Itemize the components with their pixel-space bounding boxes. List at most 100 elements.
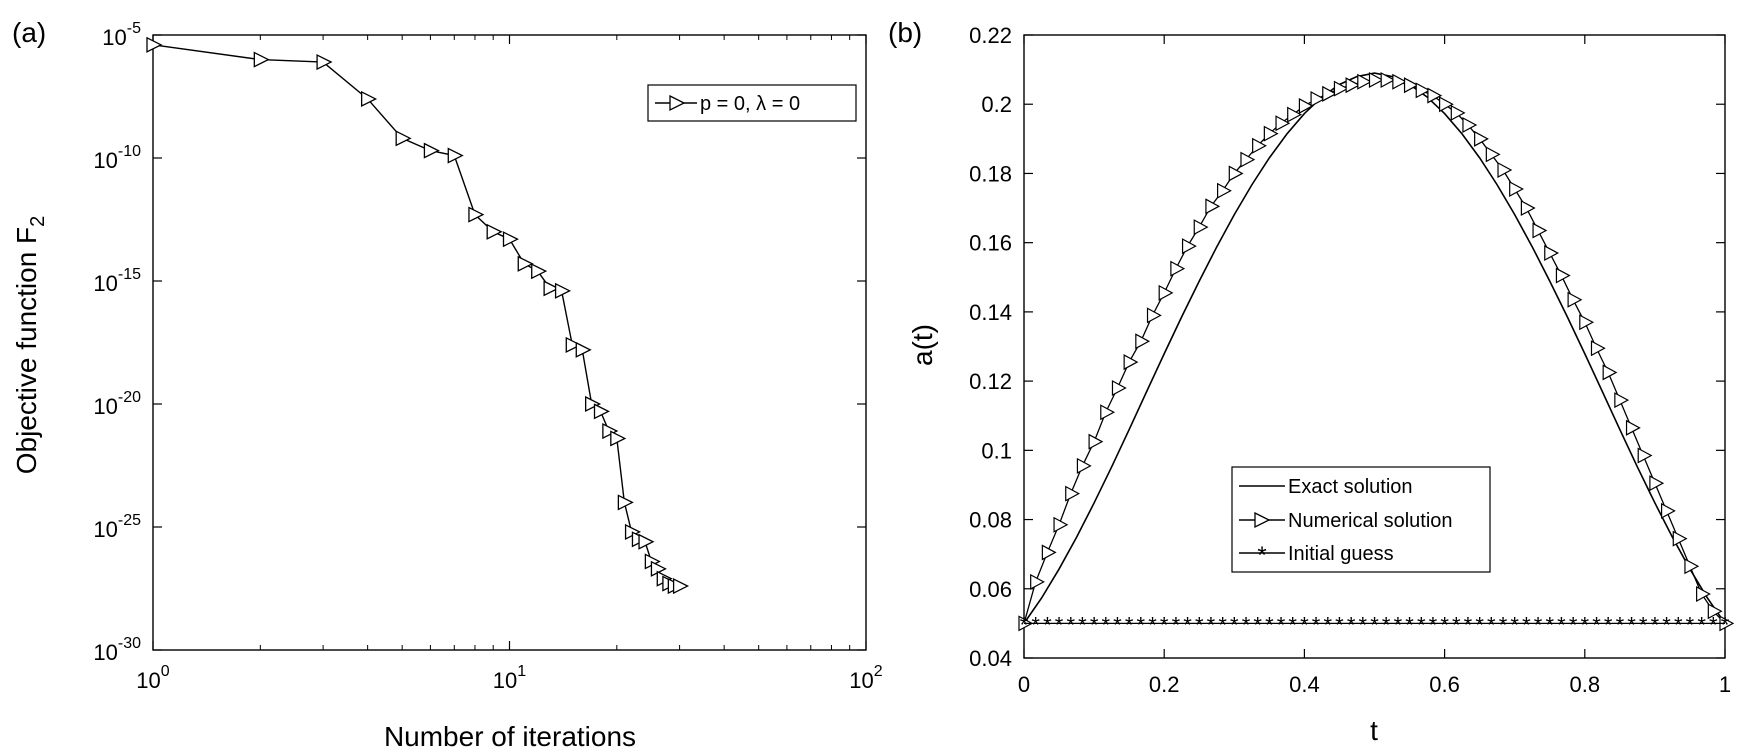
chart-b-numerical-point	[1310, 91, 1326, 108]
chart-b-initial-point: *	[1557, 612, 1566, 637]
chart-b-numerical-point	[1532, 222, 1548, 239]
chart-b-numerical-point	[1579, 314, 1595, 331]
chart-b-numerical-point	[1520, 200, 1536, 217]
chart-b-initial-point: *	[1242, 612, 1251, 637]
chart-b-y-tick-label: 0.22	[969, 23, 1012, 48]
chart-b-initial-point: *	[1639, 612, 1648, 637]
chart-b-numerical-point	[1322, 85, 1338, 102]
chart-a-y-tick-label: 10-25	[93, 512, 141, 542]
chart-a-point	[554, 282, 572, 299]
chart-b-initial-point: *	[1452, 612, 1461, 637]
chart-b-initial-point: *	[1031, 612, 1040, 637]
chart-b-x-tick-label: 0.6	[1429, 672, 1460, 697]
chart-b-initial-point: *	[1078, 612, 1087, 637]
chart-b-numerical-point	[1065, 485, 1080, 502]
chart-b-y-tick-label: 0.14	[969, 300, 1012, 325]
chart-b-initial-point: *	[1604, 612, 1613, 637]
chart-b-initial-point: *	[1464, 612, 1473, 637]
chart-b-y-tick-label: 0.04	[969, 646, 1012, 671]
chart-b-initial-point: *	[1522, 612, 1531, 637]
chart-b-initial-point: *	[1312, 612, 1321, 637]
chart-b-numerical-point	[1333, 80, 1349, 97]
chart-a-point	[565, 336, 582, 354]
chart-b-numerical-point	[1298, 97, 1314, 114]
chart-b-initial-point: *	[1183, 612, 1192, 637]
chart-a-point	[593, 403, 610, 420]
chart-b-initial-point: *	[1090, 612, 1099, 637]
chart-a-x-tick-label: 101	[493, 663, 526, 693]
chart-b-initial-point: *	[1616, 612, 1625, 637]
chart-b-numerical-point	[1392, 73, 1408, 90]
chart-b-numerical-point	[1696, 585, 1711, 602]
chart-b-numerical-point	[1415, 82, 1431, 99]
chart-b-numerical-point	[1205, 198, 1221, 215]
chart-b-numerical-point	[1076, 457, 1092, 474]
chart-b-initial-point: *	[1487, 612, 1496, 637]
chart-b-initial-point: *	[1697, 612, 1706, 637]
chart-a-point	[585, 395, 602, 413]
chart-b-initial-point: *	[1534, 612, 1543, 637]
chart-a-point	[610, 430, 627, 447]
chart-b-initial-point: *	[1721, 612, 1730, 637]
chart-a-point	[531, 263, 548, 280]
chart-a-point	[543, 280, 560, 297]
chart-b-initial-point: *	[1662, 612, 1671, 637]
chart-b-numerical-point	[1041, 544, 1057, 561]
chart-b-numerical-point	[1403, 77, 1419, 94]
chart-b-numerical-point	[1462, 116, 1478, 133]
chart-a-point	[638, 533, 655, 550]
chart-a-y-tick-label: 10-30	[93, 635, 141, 665]
chart-b-x-tick-label: 0.2	[1149, 672, 1180, 697]
chart-a-point	[502, 231, 519, 248]
chart-b-numerical-point	[1100, 404, 1116, 421]
chart-b-numerical-point	[1170, 260, 1186, 277]
chart-b-initial-point: *	[1359, 612, 1368, 637]
chart-b-x-tick-label: 0.8	[1570, 672, 1601, 697]
chart-b-numerical-point	[1030, 573, 1045, 590]
chart-b-numerical-point	[1135, 333, 1151, 350]
chart-a-point	[395, 130, 412, 147]
chart-b-y-tick-label: 0.1	[981, 438, 1012, 463]
chart-b-numerical-point	[1614, 392, 1630, 409]
chart-b-x-tick-label: 0	[1018, 672, 1030, 697]
chart-b-initial-point: *	[1651, 612, 1660, 637]
chart-b-initial-point: *	[1102, 612, 1111, 637]
chart-b-numerical-point	[1497, 161, 1513, 178]
chart-b-numerical-point	[1217, 182, 1232, 199]
chart-b-initial-point: *	[1253, 612, 1262, 637]
chart-b-initial-point: *	[1429, 612, 1438, 637]
chart-b-numerical-point	[1684, 558, 1700, 575]
chart-b-initial-point: *	[1113, 612, 1122, 637]
chart-b-numerical-point	[1590, 340, 1606, 357]
chart-b-numerical-point	[1450, 104, 1466, 121]
chart-b-initial-point: *	[1148, 612, 1157, 637]
chart-b-numerical-point	[1660, 502, 1676, 519]
chart-b-numerical-point	[1380, 71, 1396, 88]
chart-b-initial-point: *	[1066, 612, 1075, 637]
chart-b-numerical-point	[1053, 516, 1069, 533]
chart-b-numerical-point	[1602, 364, 1618, 381]
chart-a-legend-label: p = 0, λ = 0	[700, 93, 800, 115]
chart-b-numerical-point	[1649, 475, 1665, 492]
chart-b-numerical-point	[1427, 87, 1443, 104]
chart-b-y-tick-label: 0.16	[969, 231, 1012, 256]
chart-a-point	[316, 54, 333, 71]
chart-a-y-axis-label: Objective function F2	[11, 216, 49, 475]
chart-b-initial-point: *	[1394, 612, 1403, 637]
chart-b-initial-point: *	[1347, 612, 1356, 637]
chart-b-legend-numerical: Numerical solution	[1288, 510, 1453, 532]
chart-b-y-tick-label: 0.08	[969, 508, 1012, 533]
chart-a-x-axis-label: Number of iterations	[384, 721, 636, 752]
chart-b-initial-point: *	[1277, 612, 1286, 637]
chart-b-initial-point: *	[1335, 612, 1344, 637]
chart-b-numerical-point	[1509, 181, 1524, 198]
chart-b-initial-point: *	[1160, 612, 1169, 637]
chart-a-y-tick-label: 10-10	[93, 143, 141, 173]
chart-b-numerical-point	[1555, 267, 1571, 284]
chart-b-initial-point: *	[1265, 612, 1274, 637]
chart-b-initial-point: *	[1510, 612, 1519, 637]
chart-a-y-tick-label: 10-5	[102, 20, 141, 50]
chart-b-initial-point: *	[1230, 612, 1239, 637]
chart-b-initial-point: *	[1370, 612, 1379, 637]
